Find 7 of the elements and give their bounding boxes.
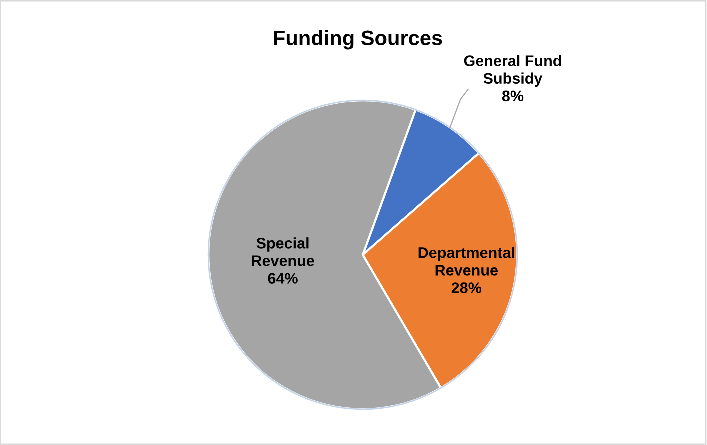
data-label: 64%: [268, 273, 298, 284]
slice-label: Special Revenue: [252, 238, 314, 266]
slice-label: Departmental Revenue: [418, 247, 514, 276]
slice-label: General Fund Subsidy: [464, 55, 562, 88]
data-label: 8%: [502, 90, 524, 102]
chart-title: Funding Sources: [274, 30, 442, 50]
data-label: 28%: [452, 282, 482, 294]
